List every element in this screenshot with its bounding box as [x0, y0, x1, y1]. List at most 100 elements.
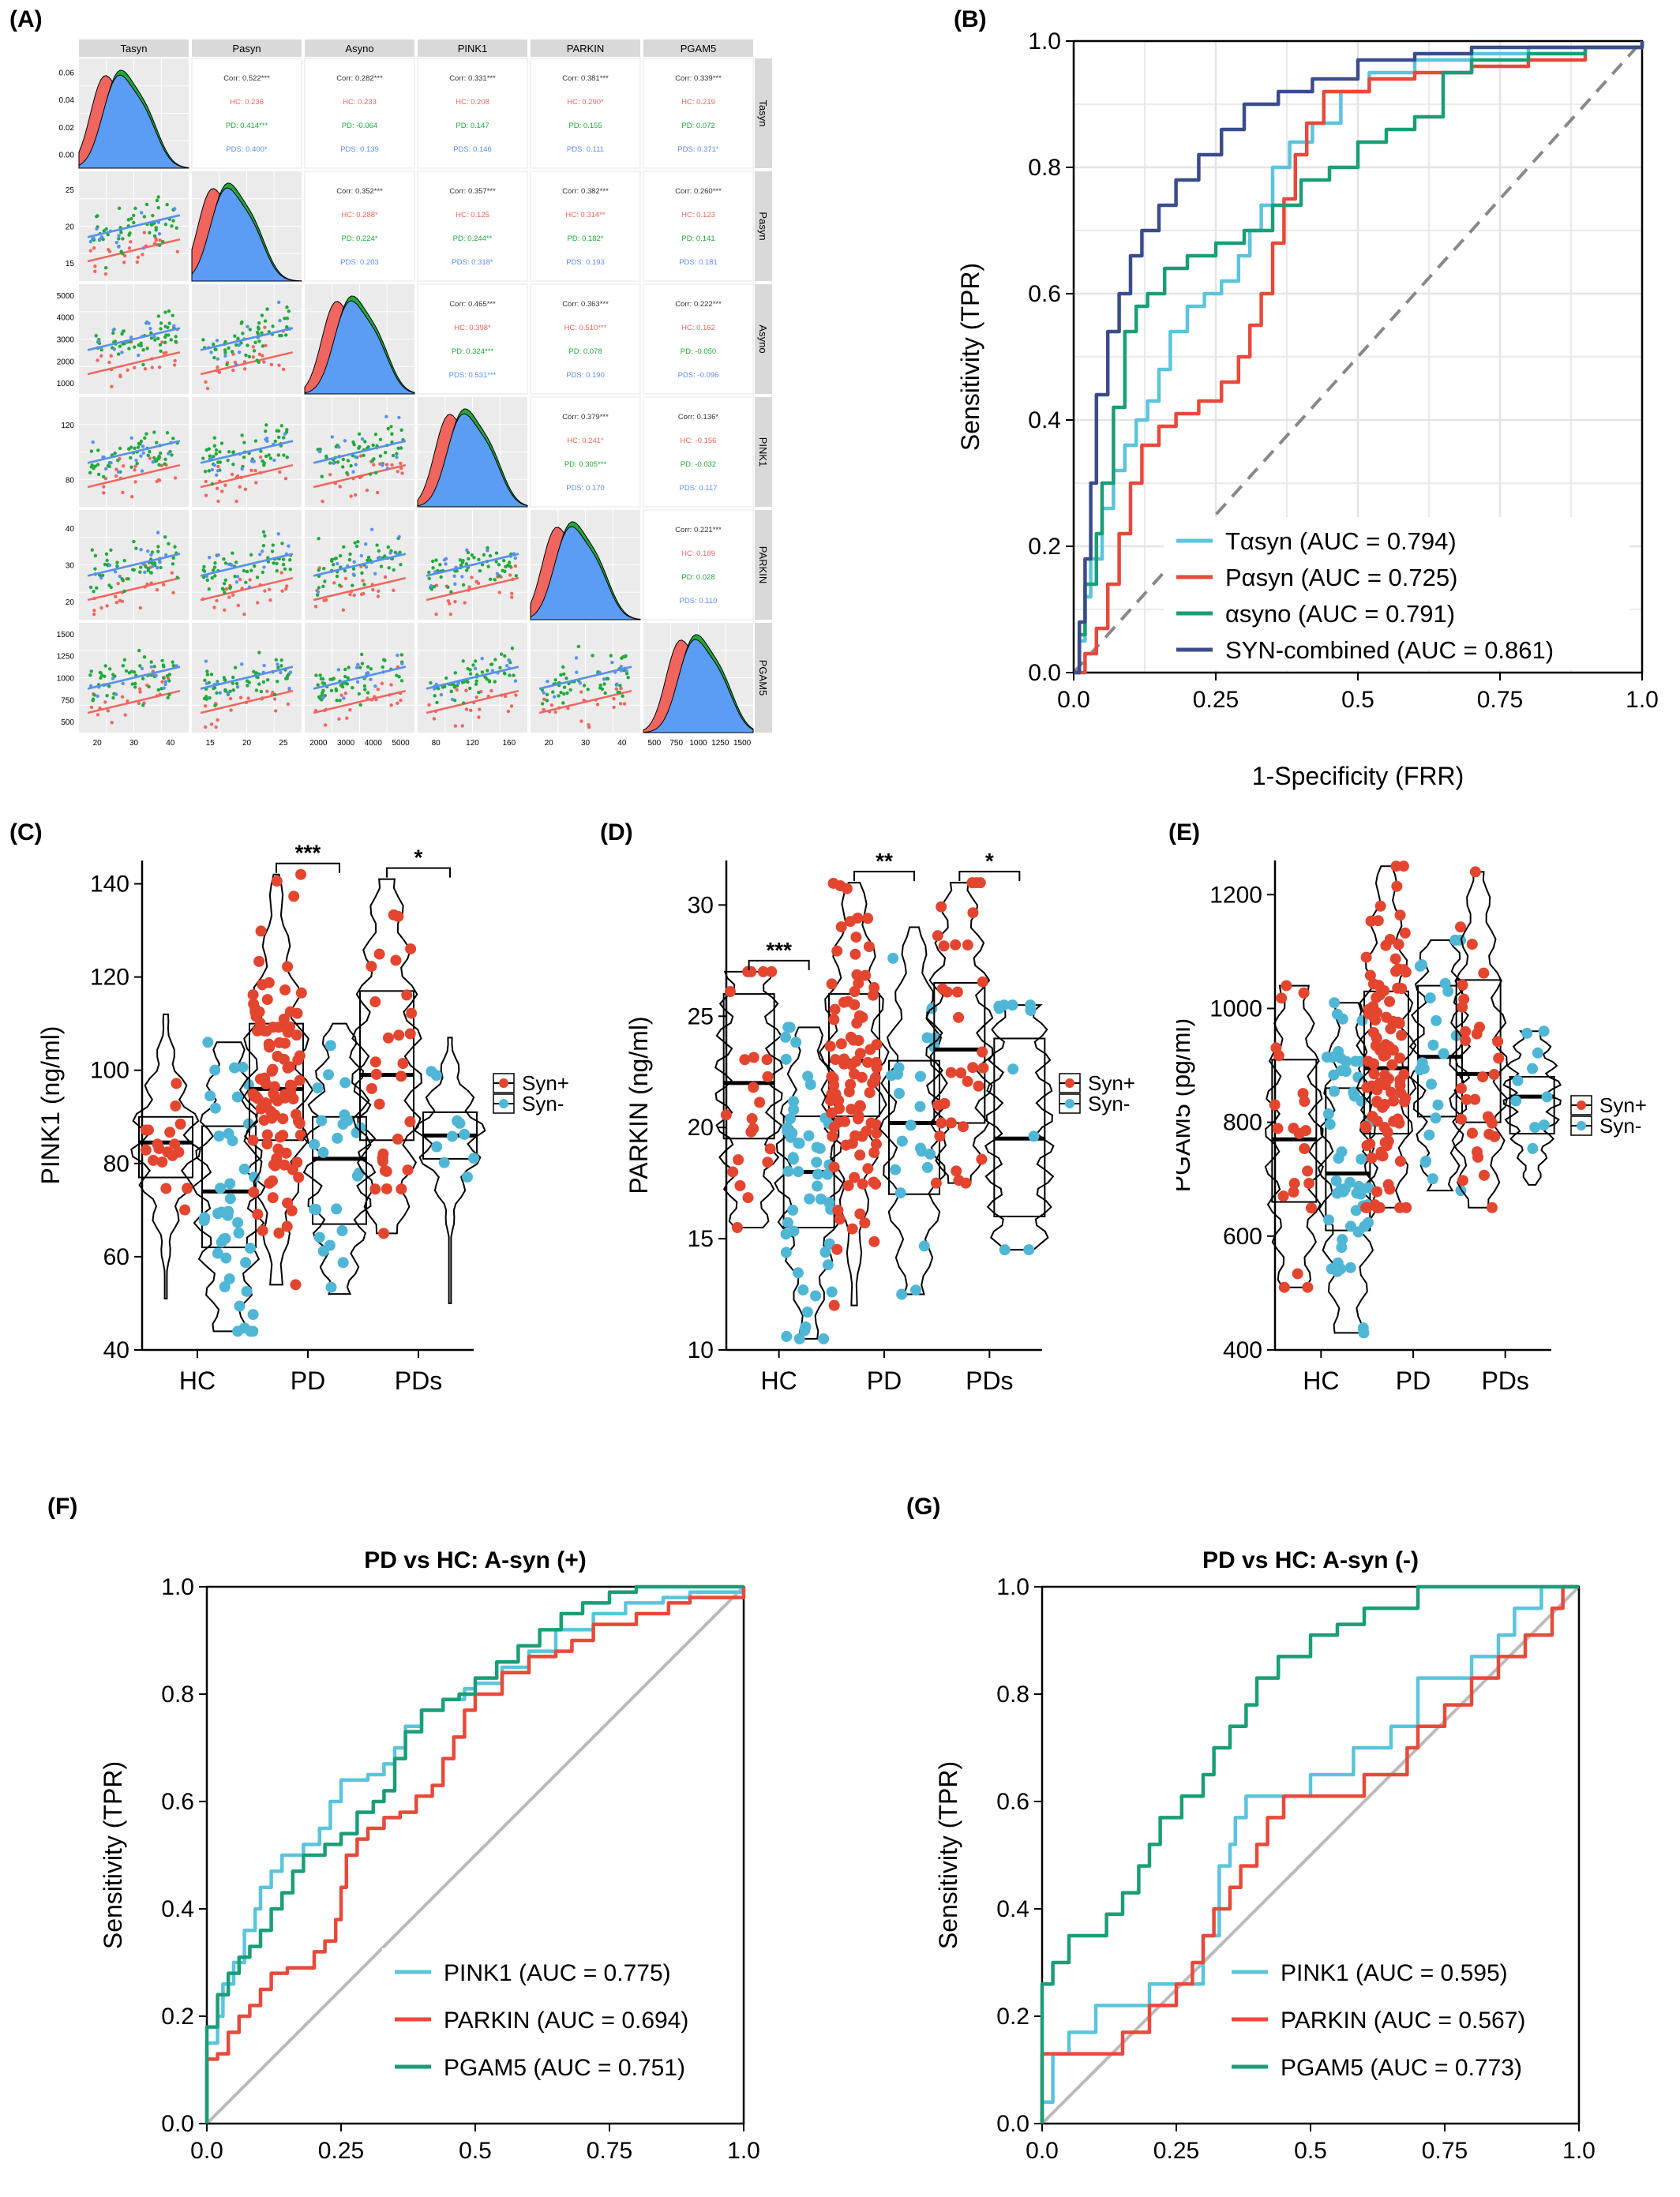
data-point	[951, 986, 963, 998]
scatter-point	[284, 584, 289, 588]
data-point	[171, 1078, 182, 1089]
data-point	[277, 1113, 289, 1125]
scatter-point	[106, 232, 110, 237]
scatter-point	[141, 253, 144, 257]
scatter-point	[318, 673, 322, 677]
legend-background	[1219, 1948, 1574, 2098]
scatter-point	[486, 546, 489, 550]
data-point	[977, 1062, 989, 1074]
y-tick-label: 0.0	[1028, 660, 1061, 686]
matrix-x-tick-label: 25	[279, 739, 288, 748]
data-point	[264, 1041, 276, 1053]
scatter-point	[246, 343, 249, 347]
scatter-point	[396, 470, 400, 474]
scatter-point	[258, 455, 263, 459]
scatter-point	[146, 453, 150, 458]
data-point	[862, 1163, 874, 1175]
data-point	[1460, 1025, 1472, 1037]
scatter-point	[380, 681, 384, 685]
data-point	[1344, 1262, 1356, 1273]
data-point	[1371, 1084, 1383, 1096]
x-tick-label: 1.0	[1562, 2138, 1596, 2164]
scatter-point	[234, 580, 239, 584]
scatter-point	[143, 367, 148, 371]
scatter-point	[259, 449, 263, 453]
y-axis-label: PARKIN (ng/ml)	[624, 1016, 653, 1194]
data-point	[271, 875, 283, 887]
correlation-hc: HC: 0.189	[681, 549, 715, 558]
data-point	[845, 1031, 857, 1043]
data-point	[934, 1130, 946, 1142]
data-point	[846, 1104, 857, 1115]
data-point	[785, 1131, 797, 1143]
data-point	[1378, 1050, 1389, 1062]
scatter-point	[119, 249, 123, 253]
data-point	[291, 1108, 302, 1120]
data-point	[317, 1146, 329, 1158]
correlation-pd: PD: 0.244**	[453, 234, 493, 243]
data-point	[1328, 1069, 1340, 1081]
scatter-point	[118, 446, 122, 451]
panel-label-f: (F)	[47, 1494, 78, 1520]
scatter-point	[155, 479, 159, 484]
data-point	[1364, 969, 1376, 981]
matrix-x-tick-label: 30	[129, 739, 139, 748]
x-tick-label: HC	[1303, 1367, 1339, 1395]
scatter-point	[618, 684, 622, 688]
scatter-point	[120, 599, 125, 603]
x-tick-label: PDs	[1481, 1367, 1528, 1395]
data-point	[830, 1054, 842, 1066]
data-point	[787, 1153, 799, 1165]
scatter-point	[99, 605, 103, 610]
regression-line	[87, 463, 181, 489]
scatter-point	[279, 424, 284, 428]
scatter-point	[106, 709, 111, 713]
scatter-point	[400, 662, 404, 666]
scatter-point	[96, 214, 99, 218]
data-point	[238, 1163, 250, 1175]
scatter-point	[553, 678, 557, 682]
data-point	[1306, 1202, 1318, 1214]
data-point	[896, 1135, 908, 1147]
data-point	[284, 1079, 296, 1091]
data-point	[316, 1115, 328, 1127]
data-point	[1471, 1146, 1483, 1158]
data-point	[1395, 1087, 1407, 1099]
data-point	[871, 1127, 883, 1139]
scatter-point	[362, 688, 367, 692]
scatter-point	[462, 701, 466, 705]
data-point	[748, 1082, 759, 1093]
scatter-point	[272, 561, 276, 565]
panel-label-a: (A)	[9, 6, 43, 32]
density-pds	[304, 300, 415, 395]
data-point	[788, 1104, 800, 1115]
scatter-point	[203, 725, 208, 729]
y-tick-label: 0.4	[161, 1896, 194, 1922]
data-point	[1392, 982, 1404, 994]
scatter-point	[396, 653, 399, 658]
scatter-point	[276, 532, 280, 536]
scatter-point	[103, 266, 108, 270]
scatter-point	[582, 684, 587, 688]
box-PDs-Syn+	[1455, 979, 1502, 1123]
significance-bracket	[386, 867, 451, 878]
scatter-point	[351, 440, 355, 444]
scatter-point	[117, 245, 121, 249]
scatter-point	[283, 317, 287, 321]
y-tick-label: 600	[1223, 1224, 1262, 1250]
y-tick-label: 1.0	[996, 1574, 1029, 1600]
data-point	[870, 1138, 882, 1150]
scatter-point	[135, 260, 140, 264]
scatter-point	[462, 680, 466, 684]
scatter-point	[261, 354, 264, 358]
scatter-point	[204, 493, 208, 497]
data-point	[857, 1011, 868, 1023]
scatter-point	[152, 456, 156, 460]
scatter-point	[265, 439, 269, 444]
legend-label-0: Syn+	[522, 1071, 569, 1095]
scatter-point	[205, 578, 209, 583]
y-tick-label: 0.6	[996, 1789, 1029, 1815]
y-tick-label: 0.8	[161, 1681, 194, 1708]
data-point	[950, 939, 962, 950]
scatter-point	[130, 682, 135, 686]
